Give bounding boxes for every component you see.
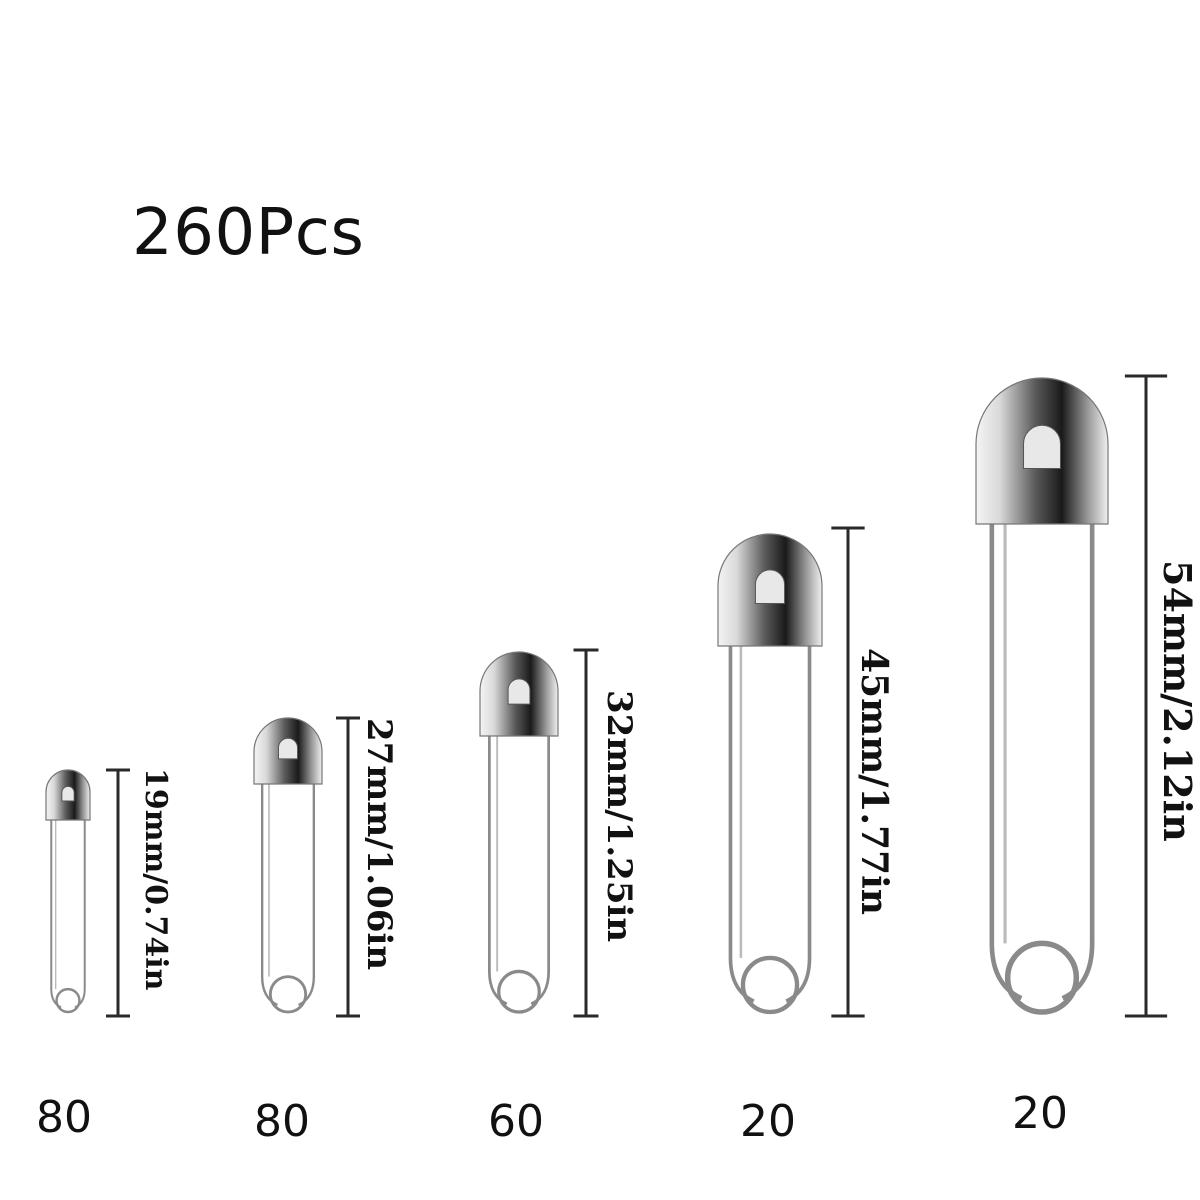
pin-coil: [497, 969, 541, 1014]
pin-count-2: 80: [254, 1096, 310, 1147]
safety-pin-1: [45, 769, 91, 1014]
pin-size-label-3: 32mm/1.25in: [599, 690, 639, 943]
safety-pin-4: [717, 533, 823, 1015]
size-ruler-1: [106, 768, 130, 1018]
pin-clasp-slot: [61, 785, 75, 802]
pin-coil: [55, 987, 81, 1014]
pin-coil: [1004, 940, 1080, 1015]
size-ruler-5: [1124, 374, 1168, 1018]
pin-size-label-5: 54mm/2.12in: [1155, 560, 1200, 842]
pack-quantity-title: 260Pcs: [132, 196, 365, 270]
size-ruler-2: [336, 716, 360, 1018]
pin-size-label-2: 27mm/1.06in: [359, 718, 399, 971]
pin-clasp-slot: [1023, 424, 1061, 470]
pin-wire: [989, 524, 1095, 1001]
pin-clasp-slot: [507, 678, 531, 705]
pin-coil: [740, 955, 800, 1015]
pin-wire: [260, 784, 316, 1007]
pin-wire: [728, 646, 812, 1003]
pin-size-label-4: 45mm/1.77in: [853, 648, 895, 915]
pin-count-3: 60: [488, 1096, 544, 1147]
size-ruler-3: [573, 648, 599, 1018]
pin-count-4: 20: [740, 1096, 796, 1147]
safety-pin-3: [479, 651, 559, 1014]
safety-pin-2: [253, 717, 323, 1014]
pin-coil: [268, 975, 308, 1014]
safety-pin-5: [975, 377, 1109, 1015]
pin-clasp-slot: [277, 737, 299, 760]
pin-wire: [487, 736, 551, 1006]
pin-clasp-slot: [754, 569, 786, 604]
pin-size-label-1: 19mm/0.74in: [138, 768, 173, 991]
pin-count-1: 80: [36, 1092, 92, 1143]
size-ruler-4: [831, 526, 865, 1018]
pin-count-5: 20: [1012, 1088, 1068, 1139]
